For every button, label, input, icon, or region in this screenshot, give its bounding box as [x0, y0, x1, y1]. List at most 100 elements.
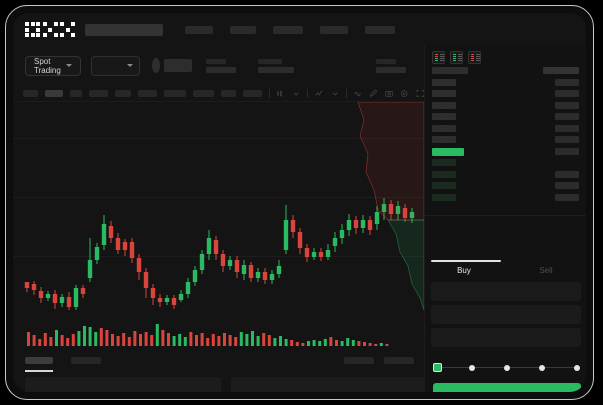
toolbar-divider [307, 88, 309, 98]
stat-24h-volume [376, 58, 406, 73]
slider-step-dot[interactable] [504, 364, 510, 371]
orderbook-row[interactable] [432, 147, 464, 156]
app-header [13, 13, 586, 46]
bottom-card-1[interactable] [25, 377, 221, 392]
volume-series [27, 324, 389, 346]
nav-item-5[interactable] [365, 25, 395, 34]
timeframe-9[interactable] [220, 89, 236, 97]
orderbook-row[interactable] [432, 90, 456, 97]
chart-toolbar [13, 85, 424, 102]
slider-step-dot[interactable] [574, 364, 580, 371]
main-nav [185, 25, 395, 34]
pair-selector[interactable] [90, 55, 140, 76]
timeframe-5[interactable] [114, 89, 132, 97]
submit-order-button[interactable] [433, 383, 581, 392]
nav-item-3[interactable] [273, 25, 303, 34]
chevron-down-icon[interactable] [292, 89, 300, 98]
volume-chart[interactable] [13, 310, 424, 353]
timeframe-1[interactable] [23, 89, 38, 97]
indicator-icon[interactable] [315, 89, 323, 98]
order-amount-field[interactable] [431, 305, 581, 324]
price-chart[interactable] [13, 102, 424, 310]
orders-action-1[interactable] [344, 357, 374, 364]
orderbook-row[interactable] [555, 193, 579, 201]
fullscreen-icon[interactable] [416, 89, 424, 98]
trading-mode-dropdown[interactable]: Spot Trading [25, 55, 81, 76]
chart-gridline [13, 256, 424, 257]
orderbook-row[interactable] [432, 159, 456, 166]
timeframe-6[interactable] [138, 89, 157, 97]
pair-name [163, 59, 192, 72]
chevron-down-icon [126, 64, 133, 67]
bottom-card-2[interactable] [231, 377, 427, 392]
orderbook-row[interactable] [555, 136, 579, 143]
orderbook-divider [425, 215, 586, 216]
app-screen: Spot Trading [13, 13, 586, 392]
settings-icon[interactable] [400, 89, 408, 98]
okx-logo[interactable] [25, 22, 75, 37]
tab-sell[interactable]: Sell [539, 266, 553, 275]
orders-tab-history[interactable] [71, 357, 101, 364]
side-tabs: Buy Sell [425, 260, 586, 280]
toolbar-divider [346, 88, 347, 98]
tab-buy[interactable]: Buy [457, 266, 471, 275]
timeframe-3[interactable] [69, 89, 82, 97]
toolbar-divider [268, 88, 270, 98]
orderbook-row[interactable] [555, 78, 579, 86]
timeframe-7[interactable] [163, 89, 187, 97]
orderbook-row[interactable] [432, 136, 456, 143]
orderbook-row[interactable] [432, 101, 456, 109]
orderbook-row[interactable] [555, 124, 579, 132]
depth-chart-overlay [357, 102, 424, 310]
orderbook-row[interactable] [432, 182, 456, 189]
orderbook-row[interactable] [555, 101, 579, 109]
nav-item-4[interactable] [320, 25, 348, 34]
slider-step-dot[interactable] [539, 364, 545, 371]
search-input[interactable] [85, 23, 163, 36]
orders-actions [344, 357, 414, 364]
orderbook-row[interactable] [555, 170, 579, 178]
okx-logo-x [60, 22, 75, 37]
chevron-down-icon [65, 64, 72, 67]
orderbook-row[interactable] [432, 67, 468, 74]
orderbook-row[interactable] [432, 78, 456, 86]
nav-item-1[interactable] [185, 25, 213, 34]
orderbook-row[interactable] [555, 147, 579, 155]
orderbook[interactable] [425, 67, 586, 215]
device-frame: Spot Trading [5, 5, 594, 400]
pencil-icon[interactable] [369, 89, 378, 98]
orderbook-view-bids-icon[interactable] [450, 51, 463, 64]
orderbook-row[interactable] [432, 193, 456, 201]
orderbook-view-asks-icon[interactable] [468, 51, 481, 64]
orderbook-row[interactable] [432, 113, 456, 120]
orders-panel [13, 353, 427, 392]
trading-mode-label: Spot Trading [34, 56, 61, 75]
timeframe-10[interactable] [242, 89, 262, 97]
orderbook-row[interactable] [555, 90, 579, 97]
trade-panel: Buy Sell [424, 46, 586, 392]
chevron-down-icon[interactable] [331, 89, 339, 98]
orderbook-row[interactable] [432, 124, 456, 132]
timeframe-2[interactable] [44, 89, 63, 97]
orders-tab-open[interactable] [25, 357, 53, 364]
camera-icon[interactable] [385, 89, 393, 98]
nav-item-2[interactable] [230, 25, 256, 34]
orderbook-view-both-icon[interactable] [432, 51, 445, 64]
orders-tabs [25, 357, 101, 364]
chart-gridline [13, 197, 424, 198]
stat-24h-change [258, 58, 294, 73]
orders-action-2[interactable] [384, 357, 414, 364]
orderbook-row[interactable] [543, 67, 579, 74]
order-total-field[interactable] [431, 328, 581, 347]
wave-icon[interactable] [354, 89, 362, 98]
timeframe-4[interactable] [88, 89, 108, 97]
candle-type-icon[interactable] [276, 89, 284, 98]
orderbook-row[interactable] [555, 182, 579, 189]
timeframe-8[interactable] [193, 89, 214, 97]
orderbook-row[interactable] [432, 170, 456, 178]
order-price-field[interactable] [431, 282, 581, 301]
slider-step-dot[interactable] [469, 364, 475, 371]
amount-slider[interactable] [433, 363, 581, 373]
orderbook-row[interactable] [555, 113, 579, 120]
slider-handle[interactable] [433, 363, 442, 372]
